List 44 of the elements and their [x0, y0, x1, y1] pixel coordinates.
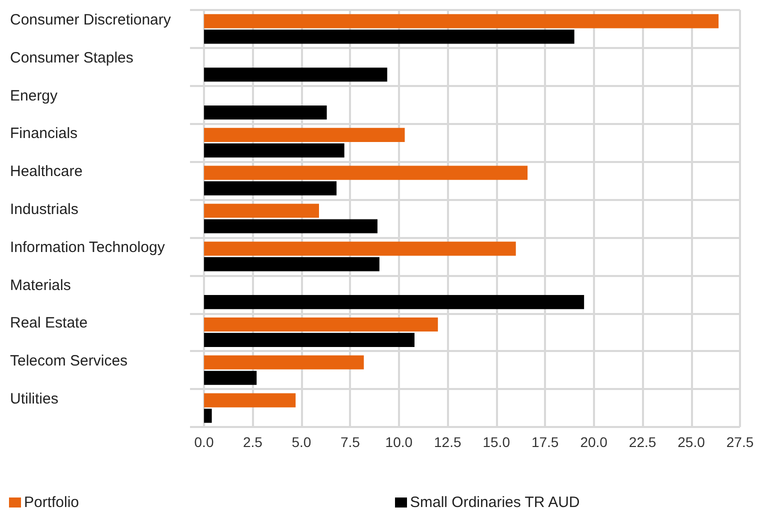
bar	[204, 332, 414, 348]
bar	[204, 166, 528, 180]
bar	[204, 355, 364, 370]
bar	[204, 393, 296, 408]
x-tick-label: 25.0	[678, 434, 706, 450]
bar	[204, 204, 319, 218]
y-tick-label: Consumer Staples	[10, 49, 134, 66]
y-tick-label: Information Technology	[10, 238, 166, 256]
x-tick-label: 17.5	[531, 434, 559, 450]
x-tick-label: 20.0	[580, 434, 608, 450]
bar	[204, 143, 344, 158]
x-tick-label: 10.0	[385, 434, 413, 450]
bar	[204, 105, 327, 120]
y-tick-label: Industrials	[10, 201, 78, 218]
x-tick-label: 7.5	[340, 434, 360, 450]
y-tick-label: Energy	[10, 87, 58, 104]
bar	[204, 181, 337, 196]
y-tick-label: Consumer Discretionary	[10, 11, 172, 28]
bar	[204, 317, 438, 332]
y-tick-label: Materials	[10, 276, 71, 294]
bar	[204, 219, 378, 234]
x-tick-label: 5.0	[292, 434, 312, 450]
bar	[204, 257, 380, 272]
y-tick-label: Healthcare	[10, 163, 83, 180]
bar	[204, 14, 719, 28]
x-tick-label: 22.5	[628, 434, 656, 450]
bar	[204, 370, 257, 385]
legend-label: Portfolio	[24, 494, 80, 511]
bar	[204, 408, 212, 423]
y-tick-label: Telecom Services	[10, 352, 128, 370]
bar	[204, 128, 405, 142]
x-tick-label: 2.5	[242, 434, 263, 450]
bar	[204, 242, 516, 256]
y-tick-label: Utilities	[10, 390, 58, 408]
x-tick-label: 15.0	[482, 434, 510, 450]
y-tick-label: Financials	[10, 125, 78, 142]
bar	[204, 295, 584, 310]
y-tick-label: Real Estate	[10, 314, 88, 332]
x-tick-label: 0.0	[194, 434, 214, 450]
bar	[204, 68, 388, 82]
bar	[204, 30, 574, 44]
x-tick-label: 12.5	[434, 434, 462, 450]
x-tick-label: 27.5	[726, 434, 754, 450]
legend-label: Small Ordinaries TR AUD	[410, 494, 580, 511]
